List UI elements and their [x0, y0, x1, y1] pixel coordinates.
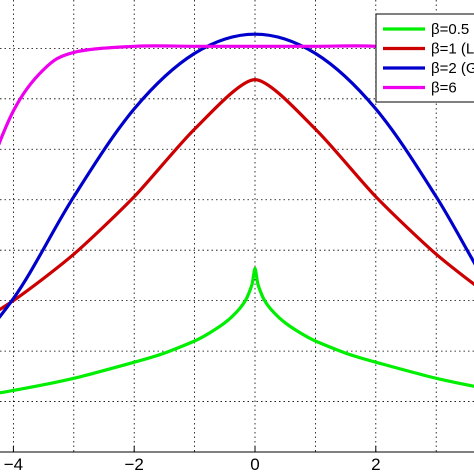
grid [0, 0, 474, 453]
series-line-4 [0, 44, 474, 146]
x-tick-label: 2 [371, 455, 380, 474]
legend: β=0.5 β=1 (L β=2 (G β=6 [375, 13, 474, 103]
series-line-2 [0, 78, 474, 312]
legend-label: β=6 [431, 80, 457, 97]
series-line-1 [0, 266, 474, 395]
series-line-3 [0, 32, 474, 320]
legend-label: β=0.5 [431, 21, 469, 38]
legend-label: β=2 (G [431, 60, 474, 77]
x-tick-label: 0 [250, 455, 259, 474]
legend-label: β=1 (L [431, 41, 474, 58]
x-tick-label: −4 [4, 455, 23, 474]
series-layer [0, 32, 474, 395]
x-axis-ticks: −8−6−4−20246 [4, 446, 381, 474]
x-tick-label: −2 [125, 455, 144, 474]
